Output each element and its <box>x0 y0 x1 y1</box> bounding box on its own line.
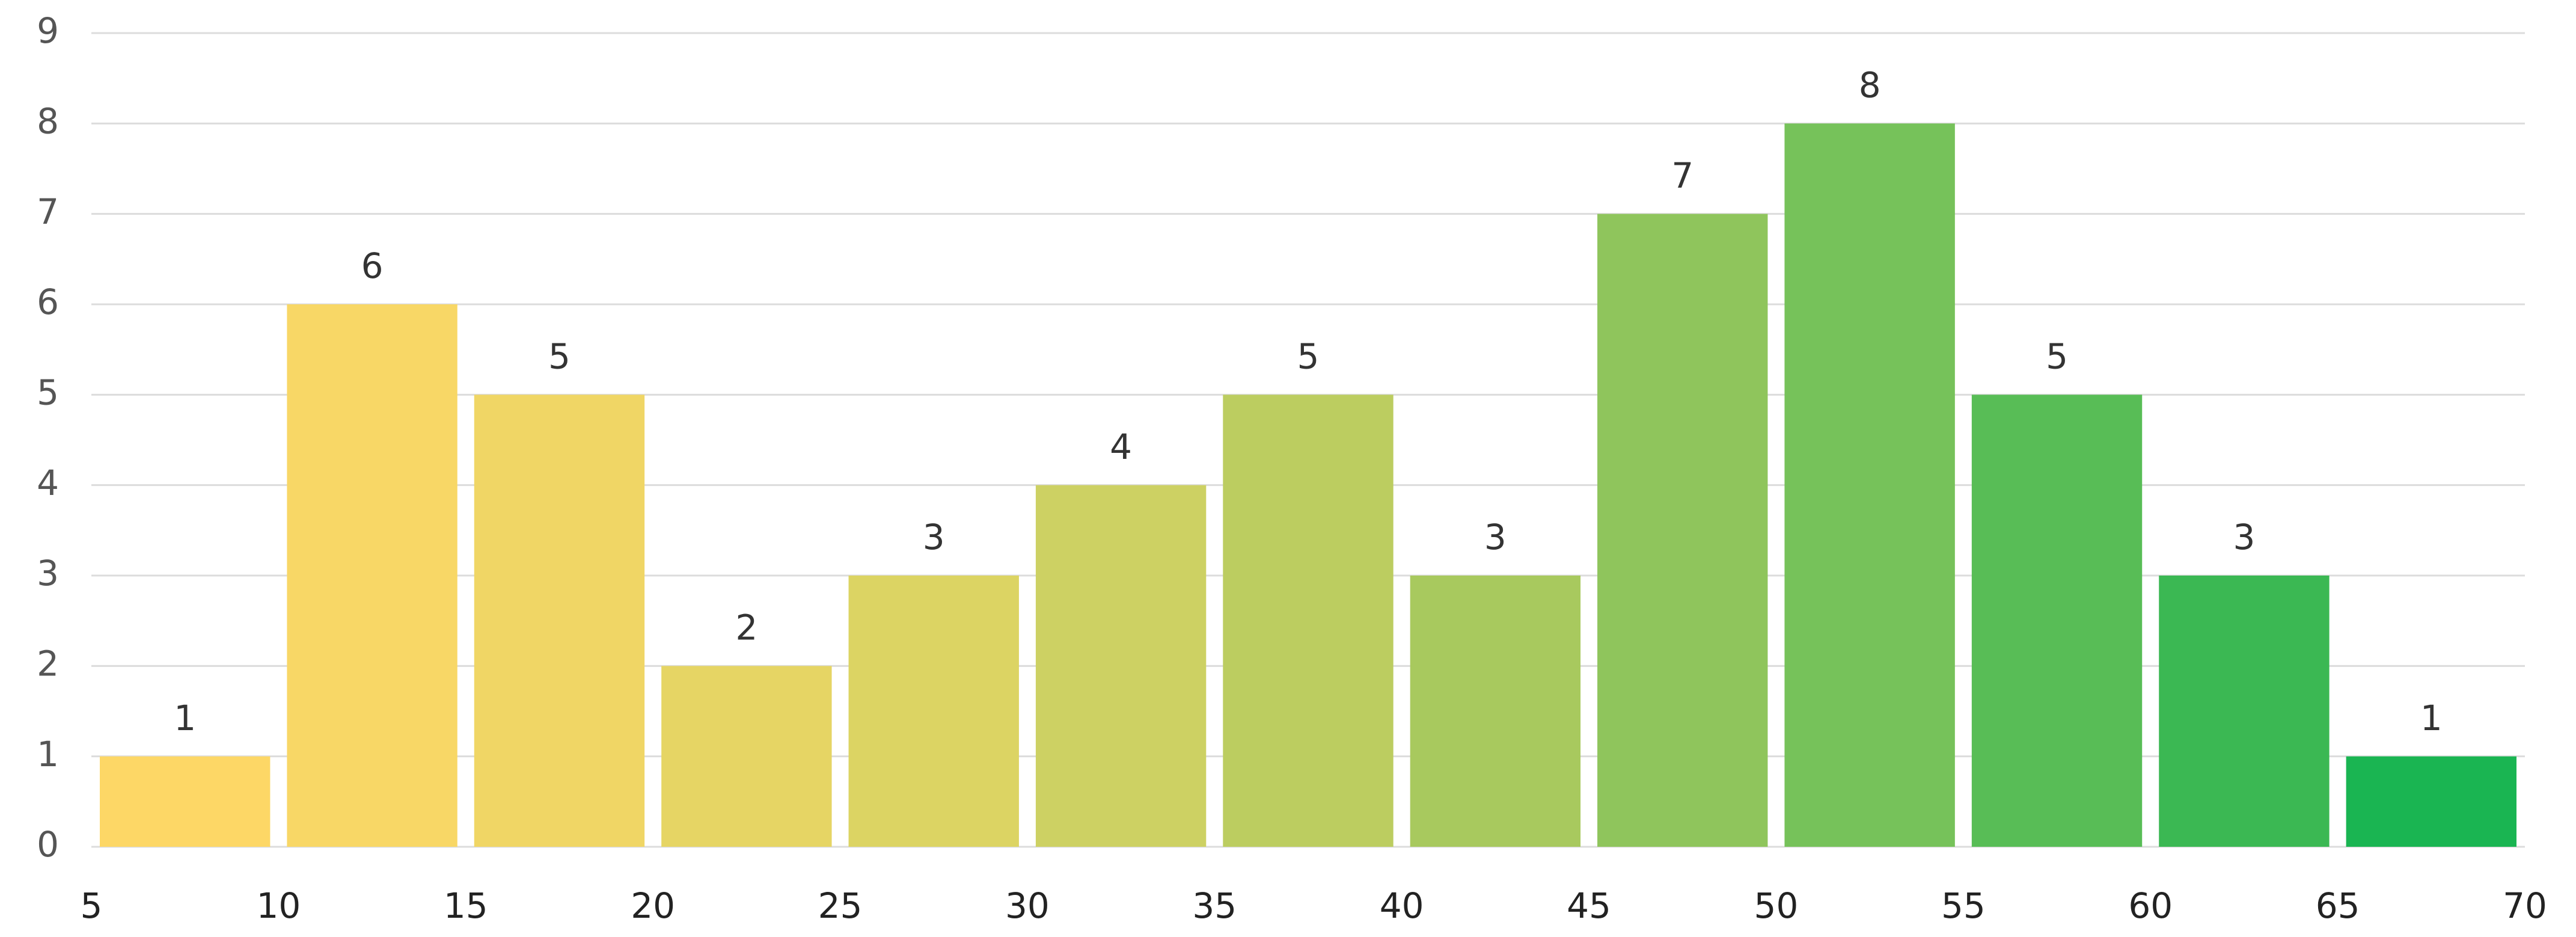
data-label: 1 <box>174 698 196 739</box>
x-tick-label: 55 <box>1941 885 1986 926</box>
data-label: 5 <box>548 336 571 376</box>
x-tick-label: 20 <box>631 885 675 926</box>
y-tick-label: 5 <box>37 372 59 413</box>
data-label: 1 <box>2420 698 2443 739</box>
bar <box>2346 756 2516 847</box>
y-tick-label: 9 <box>37 10 59 51</box>
bar <box>1784 123 1955 847</box>
bar <box>848 576 1019 847</box>
y-tick-label: 4 <box>37 462 59 503</box>
x-tick-label: 35 <box>1192 885 1237 926</box>
bar <box>1223 395 1394 847</box>
bar <box>2159 576 2330 847</box>
data-label: 6 <box>361 245 384 286</box>
y-tick-label: 3 <box>37 553 59 594</box>
y-tick-label: 0 <box>37 824 59 865</box>
x-tick-label: 50 <box>1754 885 1799 926</box>
y-tick-label: 8 <box>37 100 59 141</box>
x-tick-label: 60 <box>2128 885 2173 926</box>
x-tick-label: 40 <box>1380 885 1424 926</box>
bar <box>1971 395 2143 847</box>
x-tick-label: 65 <box>2316 885 2360 926</box>
x-tick-label: 5 <box>81 885 103 926</box>
x-tick-label: 70 <box>2503 885 2547 926</box>
bar <box>100 756 271 847</box>
y-tick-label: 2 <box>37 643 59 684</box>
y-tick-label: 7 <box>37 191 59 232</box>
bar <box>287 304 457 847</box>
x-tick-label: 30 <box>1005 885 1050 926</box>
x-tick-label: 15 <box>444 885 488 926</box>
data-label: 5 <box>2046 336 2068 376</box>
data-label: 7 <box>1671 155 1693 196</box>
x-tick-label: 10 <box>256 885 301 926</box>
data-label: 8 <box>1859 64 1881 105</box>
data-label: 4 <box>1110 426 1132 467</box>
data-label: 3 <box>2233 517 2255 558</box>
bar <box>474 395 645 847</box>
bar <box>1597 214 1768 847</box>
bar <box>1035 485 1207 847</box>
data-label: 3 <box>1484 517 1507 558</box>
data-label: 3 <box>923 517 945 558</box>
data-label: 2 <box>735 607 757 648</box>
y-tick-label: 1 <box>37 734 59 775</box>
x-tick-label: 25 <box>818 885 863 926</box>
x-tick-label: 45 <box>1567 885 1611 926</box>
y-tick-label: 6 <box>37 281 59 322</box>
bar <box>661 666 832 847</box>
data-label: 5 <box>1297 336 1320 376</box>
bar <box>1410 576 1581 847</box>
